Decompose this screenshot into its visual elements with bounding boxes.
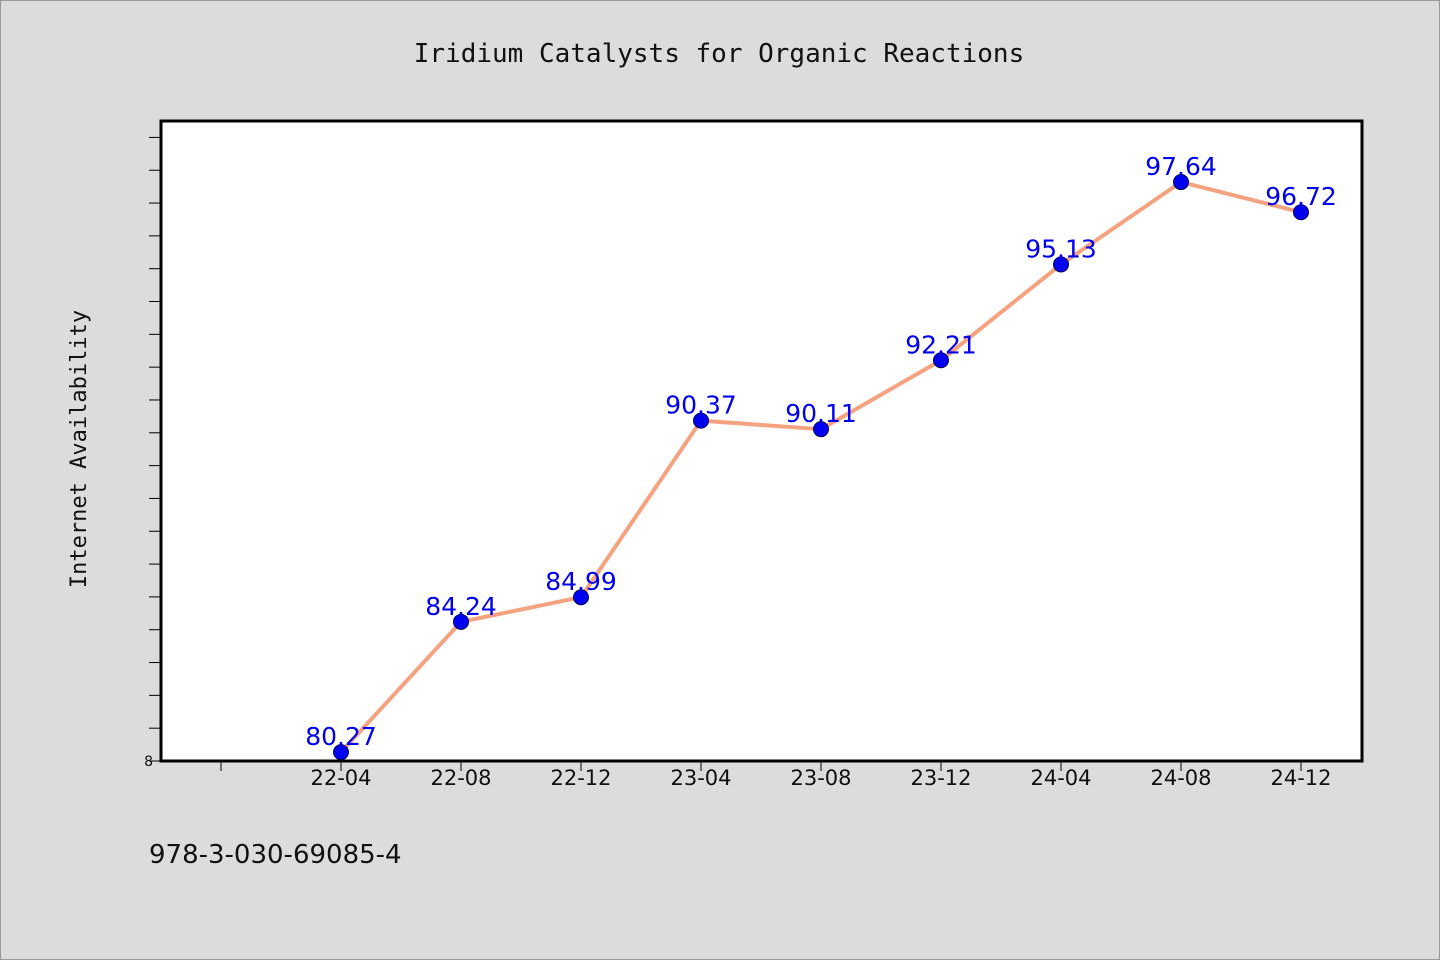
y-axis-label: Internet Availability <box>67 310 92 588</box>
plot-area <box>159 119 1364 763</box>
data-point-marker <box>573 589 589 606</box>
data-value-label: 96.72 <box>1265 182 1337 211</box>
x-tick-label: 23-04 <box>670 766 731 790</box>
data-point-marker <box>693 412 709 429</box>
data-point-marker <box>1293 204 1309 221</box>
x-tick-label: 22-04 <box>310 766 371 790</box>
data-value-label: 92.21 <box>905 330 977 359</box>
data-point-marker <box>1053 256 1069 273</box>
data-point-marker <box>1173 174 1189 191</box>
data-value-label: 90.37 <box>665 391 737 420</box>
x-tick-label: 23-08 <box>790 766 851 790</box>
x-tick-label: 22-08 <box>430 766 491 790</box>
x-tick-label: 24-12 <box>1270 766 1331 790</box>
x-tick-label: 24-08 <box>1150 766 1211 790</box>
data-value-label: 97.64 <box>1145 152 1217 181</box>
y-axis-ticks: 8 <box>144 136 161 770</box>
isbn-footer-text: 978-3-030-69085-4 <box>149 840 402 870</box>
data-value-label: 90.11 <box>785 399 857 428</box>
data-value-label: 95.13 <box>1025 234 1097 263</box>
data-point-marker <box>813 421 829 438</box>
chart-title: Iridium Catalysts for Organic Reactions <box>414 39 1024 69</box>
x-tick-label: 22-12 <box>550 766 611 790</box>
data-value-label: 84.24 <box>425 592 497 621</box>
x-tick-label: 24-04 <box>1030 766 1091 790</box>
x-tick-label: 23-12 <box>910 766 971 790</box>
data-value-label: 84.99 <box>545 567 617 596</box>
data-value-label: 80.27 <box>305 722 377 751</box>
data-point-marker <box>333 744 349 761</box>
data-point-marker <box>933 352 949 369</box>
series-layer: 80.27 84.24 84.99 90.37 90.11 92.21 95.13 97.64… <box>305 152 1337 761</box>
y-tick-label: 8 <box>144 754 153 770</box>
data-point-marker <box>453 613 469 630</box>
x-axis-ticks: 22-04 22-08 22-12 23-04 23-08 23-12 24-04 24-08… <box>220 761 1332 790</box>
